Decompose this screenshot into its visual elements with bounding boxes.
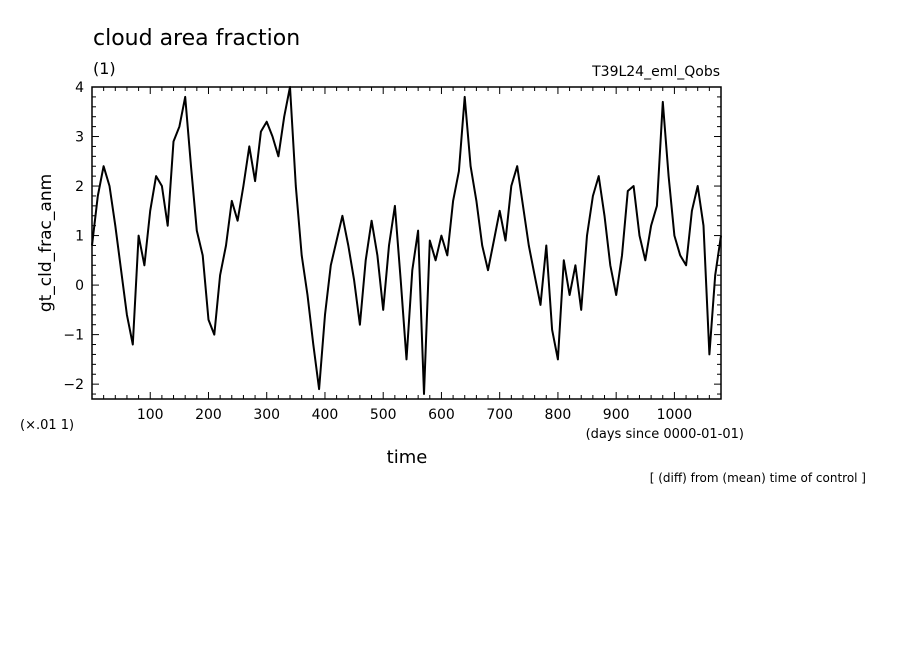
y-tick-label: −2 <box>63 377 84 393</box>
y-axis-label: gt_cld_frac_anm <box>36 174 56 312</box>
chart-title: cloud area fraction <box>93 26 300 51</box>
y-tick-label: 4 <box>75 80 84 96</box>
y-tick-label: 3 <box>75 130 84 146</box>
x-axis-label: time <box>387 447 428 468</box>
x-tick-label: 900 <box>603 407 630 423</box>
y-tick-label: 1 <box>75 229 84 245</box>
x-tick-label: 800 <box>545 407 572 423</box>
plot-frame <box>91 86 722 400</box>
units-label: (1) <box>93 59 116 78</box>
x-units-label: (days since 0000-01-01) <box>586 427 744 442</box>
x-tick-label: 100 <box>137 407 164 423</box>
y-tick-label: 2 <box>75 179 84 195</box>
series-line <box>91 86 722 395</box>
y-tick-label: 0 <box>75 278 84 294</box>
x-tick-label: 1000 <box>657 407 693 423</box>
y-scale-note: (×.01 1) <box>20 418 74 433</box>
x-tick-label: 200 <box>195 407 222 423</box>
y-tick-label: −1 <box>63 328 84 344</box>
x-tick-label: 400 <box>312 407 339 423</box>
x-tick-label: 600 <box>428 407 455 423</box>
x-tick-label: 700 <box>486 407 513 423</box>
tick-labels: 100 200 300 400 500 600 700 800 900 1000 −2 −1 0 1 2 3 4 <box>63 80 692 423</box>
footnote: [ (diff) from (mean) time of control ] <box>650 471 866 485</box>
experiment-label: T39L24_eml_Qobs <box>591 64 720 80</box>
x-tick-label: 300 <box>253 407 280 423</box>
x-tick-label: 500 <box>370 407 397 423</box>
